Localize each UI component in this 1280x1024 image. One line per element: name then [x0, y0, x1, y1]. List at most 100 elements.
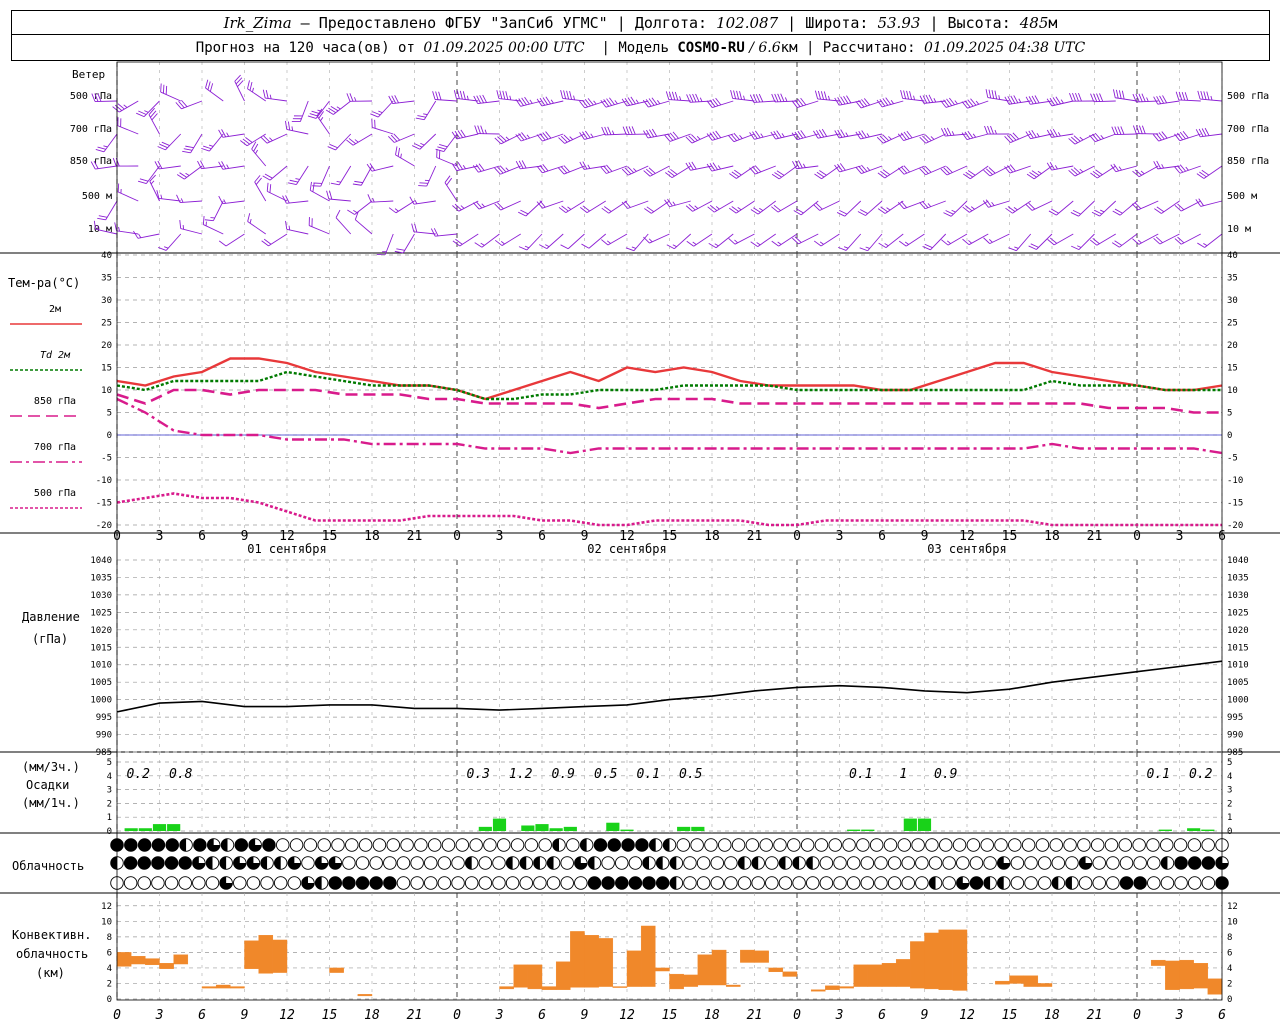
wind-barb — [900, 90, 925, 102]
precip-unit-1h: (мм/1ч.) — [22, 796, 80, 810]
wind-barb — [1004, 164, 1031, 174]
wind-barb — [536, 131, 564, 142]
wind-barb-flag — [117, 183, 120, 193]
wind-barb-staff — [1016, 233, 1032, 251]
cloud-symbol-half — [983, 876, 991, 890]
conv-ytick-right: 12 — [1227, 902, 1238, 912]
wind-barb-flag — [221, 129, 227, 138]
wind-barb-flag — [1091, 211, 1100, 217]
wind-barb-flag — [970, 98, 977, 106]
wind-barb-staff — [316, 115, 330, 135]
wind-barb — [919, 200, 946, 210]
wind-barb — [515, 132, 543, 142]
cloud-symbol — [939, 838, 953, 852]
hour-tick-label: 18 — [1044, 529, 1060, 544]
wind-barb-flag — [1030, 243, 1039, 248]
wind-barb — [90, 160, 118, 170]
wind-barb-half — [320, 117, 324, 122]
conv-hour-tick-label: 0 — [113, 1008, 121, 1023]
cloud-symbol — [635, 838, 649, 852]
precip-3h-label: 0.2 — [127, 767, 151, 782]
wind-barb — [1091, 200, 1117, 217]
wind-barb-flag — [136, 112, 145, 118]
wind-barb-flag — [1049, 237, 1058, 244]
wind-barb-flag — [606, 164, 613, 172]
wind-barb — [836, 200, 862, 217]
wind-barb-flag — [563, 165, 570, 173]
wind-barb-flag — [139, 178, 149, 182]
wind-barb-staff — [714, 200, 734, 213]
wind-barb-flag — [518, 211, 527, 217]
wind-barb-half — [739, 135, 743, 139]
wind-barb-half — [1100, 135, 1104, 139]
cloud-symbol — [601, 856, 615, 870]
wind-barb-flag — [672, 131, 679, 139]
wind-barb-flag — [1070, 212, 1079, 217]
wind-barb-half — [759, 207, 764, 211]
wind-barb-half — [208, 144, 214, 147]
wind-barb — [376, 233, 394, 255]
wind-barb-flag — [1181, 91, 1186, 101]
wind-barb-flag — [287, 182, 297, 185]
station-name: Irk_Zima — [223, 13, 292, 32]
cloud-symbol — [1024, 876, 1038, 890]
cloud-symbol — [731, 838, 746, 852]
wind-barb-half — [1185, 166, 1189, 171]
wind-barb — [518, 233, 543, 251]
wind-barb-flag — [1094, 132, 1102, 140]
wind-barb-flag — [472, 202, 480, 210]
wind-barb-flag — [727, 134, 735, 143]
cloud-symbol — [587, 876, 602, 890]
wind-barb-staff — [1119, 200, 1138, 216]
wind-barb-half — [975, 100, 980, 105]
conv-bar — [527, 964, 543, 990]
cloud-symbol-half — [663, 838, 670, 852]
wind-barb-flag — [688, 162, 694, 170]
cloud-symbol — [751, 876, 765, 890]
wind-barb — [749, 93, 776, 103]
conv-hour-tick-label: 21 — [407, 1008, 423, 1023]
wind-barb-half — [611, 130, 615, 135]
wind-barb-staff — [968, 233, 989, 246]
wind-barb-flag — [648, 129, 655, 138]
wind-barb-flag — [1195, 199, 1202, 207]
wind-barb — [941, 233, 968, 246]
wind-barb — [770, 130, 798, 140]
wind-barb-half — [715, 206, 720, 210]
wind-barb-flag — [505, 91, 509, 100]
wind-barb-flag — [114, 222, 117, 231]
wind-barb-staff — [542, 200, 564, 209]
precip-ytick-left: 5 — [107, 758, 112, 768]
pressure-ytick-right: 1020 — [1227, 626, 1249, 636]
cloud-symbol — [560, 856, 574, 870]
wind-barb — [877, 200, 904, 214]
wind-barb-half — [699, 97, 703, 102]
wind-barb-flag — [474, 242, 483, 248]
precip-3h-label: 0.8 — [169, 767, 193, 782]
wind-barb-staff — [1181, 233, 1201, 245]
wind-barb-staff — [209, 133, 224, 152]
wind-barb — [1089, 233, 1116, 246]
wind-barb-flag — [388, 95, 394, 104]
wind-barb-flag — [840, 129, 846, 138]
temp-legend-label: 700 гПа — [34, 442, 76, 453]
cloud-symbol — [396, 876, 411, 890]
wind-barb-staff — [648, 100, 670, 108]
wind-barb — [1153, 95, 1180, 105]
wind-barb-staff — [355, 219, 373, 235]
wind-barb-staff — [583, 165, 606, 170]
precip-bar — [492, 818, 507, 831]
wind-barb-flag — [749, 132, 755, 140]
wind-barb-flag — [709, 163, 716, 171]
wind-barb-flag — [372, 111, 381, 116]
wind-barb — [771, 233, 798, 247]
conv-bar — [1150, 959, 1166, 966]
wind-barb-half — [1161, 164, 1165, 169]
cloud-symbol — [1037, 856, 1052, 870]
cloud-symbol — [956, 856, 970, 870]
wind-barb-flag — [181, 99, 188, 107]
wind-barb-staff — [712, 100, 734, 109]
conv-ytick-right: 0 — [1227, 995, 1232, 1005]
wind-barb — [1025, 95, 1053, 105]
cloud-symbol-three-quarter — [247, 856, 260, 870]
